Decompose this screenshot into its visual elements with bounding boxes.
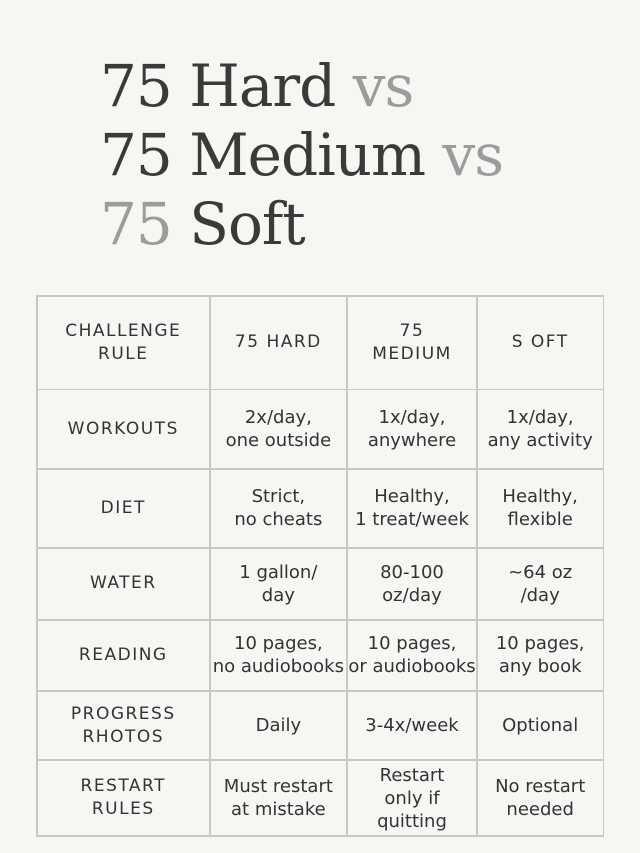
title-segment: 75 Hard	[100, 52, 336, 120]
row-label: S OFT	[477, 296, 603, 389]
title-segment: 75	[100, 190, 173, 258]
cell-text: 1 gallon/	[239, 561, 318, 583]
cell: Healthy, 1 treat/week	[347, 469, 477, 548]
cell-text: one outside	[225, 430, 332, 452]
cell: Must restart at mistake	[210, 760, 347, 836]
cell-text: day	[261, 584, 295, 606]
cell-text: 2x/day,	[244, 407, 312, 429]
cell-text: PROGRESS	[70, 703, 176, 724]
cell: 1x/day, any activity	[477, 390, 603, 469]
cell-text: No restart	[495, 776, 586, 798]
cell: Healthy, flexible	[477, 469, 603, 548]
row-label: READING	[37, 620, 210, 691]
cell-text: Healthy,	[502, 486, 578, 508]
comparison-table: CHALLENGE RULE 75 HARD 75 MEDIUM S OFT WORKOUT…	[36, 295, 604, 837]
cell-text: ~64 oz	[508, 561, 573, 583]
cell-text: RHOTOS	[82, 726, 165, 747]
cell: 10 pages, or audiobooks	[347, 620, 477, 691]
title-line: 75 Hard vs	[100, 52, 503, 121]
row-label: DIET	[37, 469, 210, 548]
row-label: WATER	[37, 548, 210, 620]
cell-text: MEDIUM	[372, 343, 452, 364]
cell-text: Daily	[255, 715, 302, 737]
title-line: 75 Medium vs	[100, 121, 504, 190]
cell-text: WORKOUTS	[67, 418, 179, 439]
cell: No restart needed	[477, 760, 603, 836]
cell-text: 75	[399, 320, 425, 341]
cell-text: oz/day	[382, 584, 442, 606]
cell-text: or audiobooks	[348, 656, 476, 678]
row-label: 75 HARD	[210, 296, 347, 389]
cell: Daily	[210, 691, 347, 760]
cell: Optional	[477, 691, 603, 760]
cell: 2x/day, one outside	[210, 390, 347, 469]
cell: ~64 oz/day	[477, 548, 603, 620]
cell-text: 3-4x/week	[365, 715, 459, 737]
cell-text: RESTART	[80, 776, 167, 797]
cell: 1 gallon/day	[210, 548, 347, 620]
cell-text: RULES	[91, 799, 155, 820]
cell-text: only if quitting	[377, 787, 447, 832]
cell-text: no cheats	[234, 509, 323, 531]
cell: 10 pages, any book	[477, 620, 603, 691]
cell-text: 10 pages,	[367, 633, 457, 655]
cell-text: any activity	[487, 430, 593, 452]
cell-text: S OFT	[511, 332, 569, 353]
cell-text: 1 treat/week	[355, 509, 469, 531]
cell-text: RULE	[98, 343, 149, 364]
cell-text: Healthy,	[374, 486, 450, 508]
title-line: 75 Soft	[100, 190, 503, 259]
row-label: WORKOUTS	[37, 390, 210, 469]
cell-text: 10 pages,	[234, 633, 323, 655]
title-segment: 75 Medium	[100, 121, 426, 189]
cell-text: 1x/day,	[506, 407, 574, 429]
row-label: CHALLENGE RULE	[37, 296, 210, 389]
cell: 1x/day, anywhere	[347, 390, 477, 469]
cell-text: flexible	[507, 509, 573, 531]
cell-text: anywhere	[367, 430, 457, 452]
cell: 10 pages, no audiobooks	[210, 620, 347, 691]
cell: 80-100 oz/day	[347, 548, 477, 620]
cell-text: 75 HARD	[234, 332, 322, 353]
cell-text: 1x/day,	[378, 407, 446, 429]
cell-text: any book	[498, 656, 582, 678]
cell-text: CHALLENGE	[65, 320, 182, 341]
cell-text: Strict,	[251, 486, 306, 508]
cell-text: Optional	[502, 715, 579, 737]
cell-text: WATER	[89, 573, 157, 594]
row-label: 75 MEDIUM	[347, 296, 477, 389]
row-label: PROGRESS RHOTOS	[37, 691, 210, 760]
cell-text: /day	[520, 584, 560, 606]
cell: Restart only if quitting	[347, 760, 477, 836]
title-segment: Soft	[189, 190, 305, 258]
cell-text: needed	[506, 799, 574, 821]
cell-text: 10 pages,	[495, 633, 585, 655]
cell-text: Restart	[379, 764, 445, 786]
title-segment: vs	[352, 52, 415, 120]
cell-text: no audiobooks	[212, 656, 344, 678]
cell-text: READING	[78, 644, 168, 665]
row-label: RESTART RULES	[37, 760, 210, 836]
cell-text: 80-100	[380, 561, 444, 583]
title-segment: vs	[442, 121, 504, 189]
cell-text: Must restart	[223, 776, 333, 798]
cell: Strict, no cheats	[210, 469, 347, 548]
title: 75 Hard vs 75 Medium vs 75 Soft	[100, 52, 504, 259]
cell-text: DIET	[100, 497, 146, 518]
cell-text: at mistake	[231, 799, 326, 821]
cell: 3-4x/week	[347, 691, 477, 760]
